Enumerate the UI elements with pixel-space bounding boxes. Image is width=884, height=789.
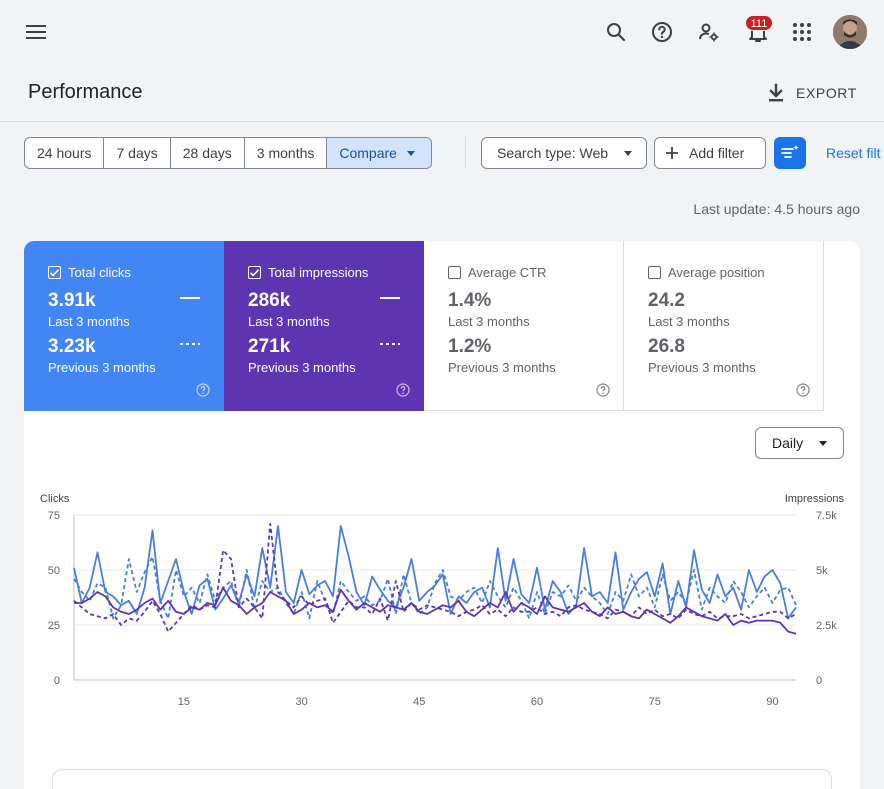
series-line-3 [73,522,797,633]
x-tick-label: 45 [413,696,425,708]
metric-tile-average-ctr[interactable]: Average CTR 1.4% Last 3 months 1.2% Prev… [424,241,624,411]
last-update-text: Last update: 4.5 hours ago [693,201,860,217]
metric-prev-period: Previous 3 months [248,360,356,375]
legend-dashed-line [180,343,200,345]
y-right-tick-label: 7.5k [816,510,837,522]
granularity-label: Daily [772,435,804,451]
top-app-bar: 111 [0,0,884,64]
metric-period: Last 3 months [648,314,730,329]
x-tick-label: 90 [766,696,778,708]
notifications-badge: 111 [745,15,773,31]
checkbox-checked-icon[interactable] [48,266,61,279]
performance-card: Total clicks 3.91k Last 3 months 3.23k P… [24,241,860,789]
export-label: EXPORT [796,85,857,101]
chevron-down-icon [406,151,415,156]
help-icon[interactable] [596,383,610,397]
chevron-down-icon [624,151,632,156]
metric-value: 1.4% [448,290,492,311]
range-3-months[interactable]: 3 months [245,138,328,168]
x-tick-label: 15 [178,696,190,708]
metric-tile-average-position[interactable]: Average position 24.2 Last 3 months 26.8… [624,241,824,411]
y-axis-left-label: Clicks [40,493,70,505]
range-24-hours[interactable]: 24 hours [25,138,105,168]
metric-period: Last 3 months [248,314,330,329]
series-line-0 [73,525,797,620]
help-icon[interactable] [396,383,410,397]
divider [465,137,466,169]
search-type-dropdown[interactable]: Search type: Web [481,137,647,169]
add-filter-label: Add filter [689,145,745,161]
account-avatar[interactable] [833,15,867,49]
manage-users-icon[interactable] [697,20,721,44]
metric-prev-period: Previous 3 months [648,360,756,375]
customize-filters-button[interactable] [774,137,806,169]
legend-solid-line [380,297,400,299]
filter-list-icon [781,145,799,158]
queries-table-card [52,769,832,789]
metric-prev-value: 26.8 [648,336,685,357]
metric-prev-period: Previous 3 months [48,360,156,375]
help-icon[interactable] [650,20,674,44]
metric-label: Total impressions [268,265,369,280]
apps-grid-icon[interactable] [790,20,814,44]
export-button[interactable]: EXPORT [766,82,857,104]
x-tick-label: 60 [531,696,543,708]
range-7-days[interactable]: 7 days [104,138,171,168]
page-header: Performance EXPORT [0,64,884,122]
help-icon[interactable] [196,383,210,397]
help-icon[interactable] [796,383,810,397]
checkbox-unchecked-icon[interactable] [448,266,461,279]
metric-prev-period: Previous 3 months [448,360,556,375]
date-range-selector: 24 hours 7 days 28 days 3 months Compare [24,137,432,169]
y-left-tick-label: 50 [48,565,60,577]
download-icon [769,83,783,102]
metric-prev-value: 271k [248,336,291,357]
checkbox-checked-icon[interactable] [248,266,261,279]
filter-bar: 24 hours 7 days 28 days 3 months Compare… [0,122,884,184]
metric-value: 3.91k [48,290,96,311]
y-left-tick-label: 25 [48,620,60,632]
reset-filters-link[interactable]: Reset filt [826,145,881,161]
metric-value: 24.2 [648,290,685,311]
checkbox-unchecked-icon[interactable] [648,266,661,279]
compare-label: Compare [339,145,397,161]
metric-tile-total-clicks[interactable]: Total clicks 3.91k Last 3 months 3.23k P… [24,241,224,411]
metric-prev-value: 3.23k [48,336,96,357]
y-axis-right-label: Impressions [785,493,845,505]
metric-prev-value: 1.2% [448,336,492,357]
range-28-days[interactable]: 28 days [171,138,245,168]
add-filter-button[interactable]: Add filter [654,137,766,169]
x-tick-label: 75 [649,696,661,708]
metric-tiles: Total clicks 3.91k Last 3 months 3.23k P… [24,241,824,411]
y-right-tick-label: 5k [816,565,828,577]
menu-icon[interactable] [26,25,46,39]
series-line-1 [73,555,797,620]
plus-icon [666,147,678,159]
series-line-2 [74,586,797,635]
legend-solid-line [180,297,200,299]
metric-label: Total clicks [68,265,131,280]
legend-dashed-line [380,343,400,345]
metric-label: Average position [668,265,765,280]
metric-period: Last 3 months [48,314,130,329]
search-icon[interactable] [604,20,628,44]
metric-label: Average CTR [468,265,547,280]
performance-chart: Clicks Impressions 0 0 25 2.5k 50 5k 75 7.5k 15 3… [40,493,845,708]
chevron-down-icon [819,441,827,446]
search-type-label: Search type: Web [497,145,609,161]
y-right-tick-label: 2.5k [816,620,837,632]
y-left-tick-label: 75 [48,510,60,522]
x-tick-label: 30 [295,696,307,708]
metric-period: Last 3 months [448,314,530,329]
metric-tile-total-impressions[interactable]: Total impressions 286k Last 3 months 271… [224,241,424,411]
granularity-dropdown[interactable]: Daily [755,427,844,459]
y-left-tick-label: 0 [54,675,60,687]
page-title: Performance [28,81,143,103]
compare-dropdown[interactable]: Compare [327,138,431,168]
metric-value: 286k [248,290,291,311]
y-right-tick-label: 0 [816,675,822,687]
